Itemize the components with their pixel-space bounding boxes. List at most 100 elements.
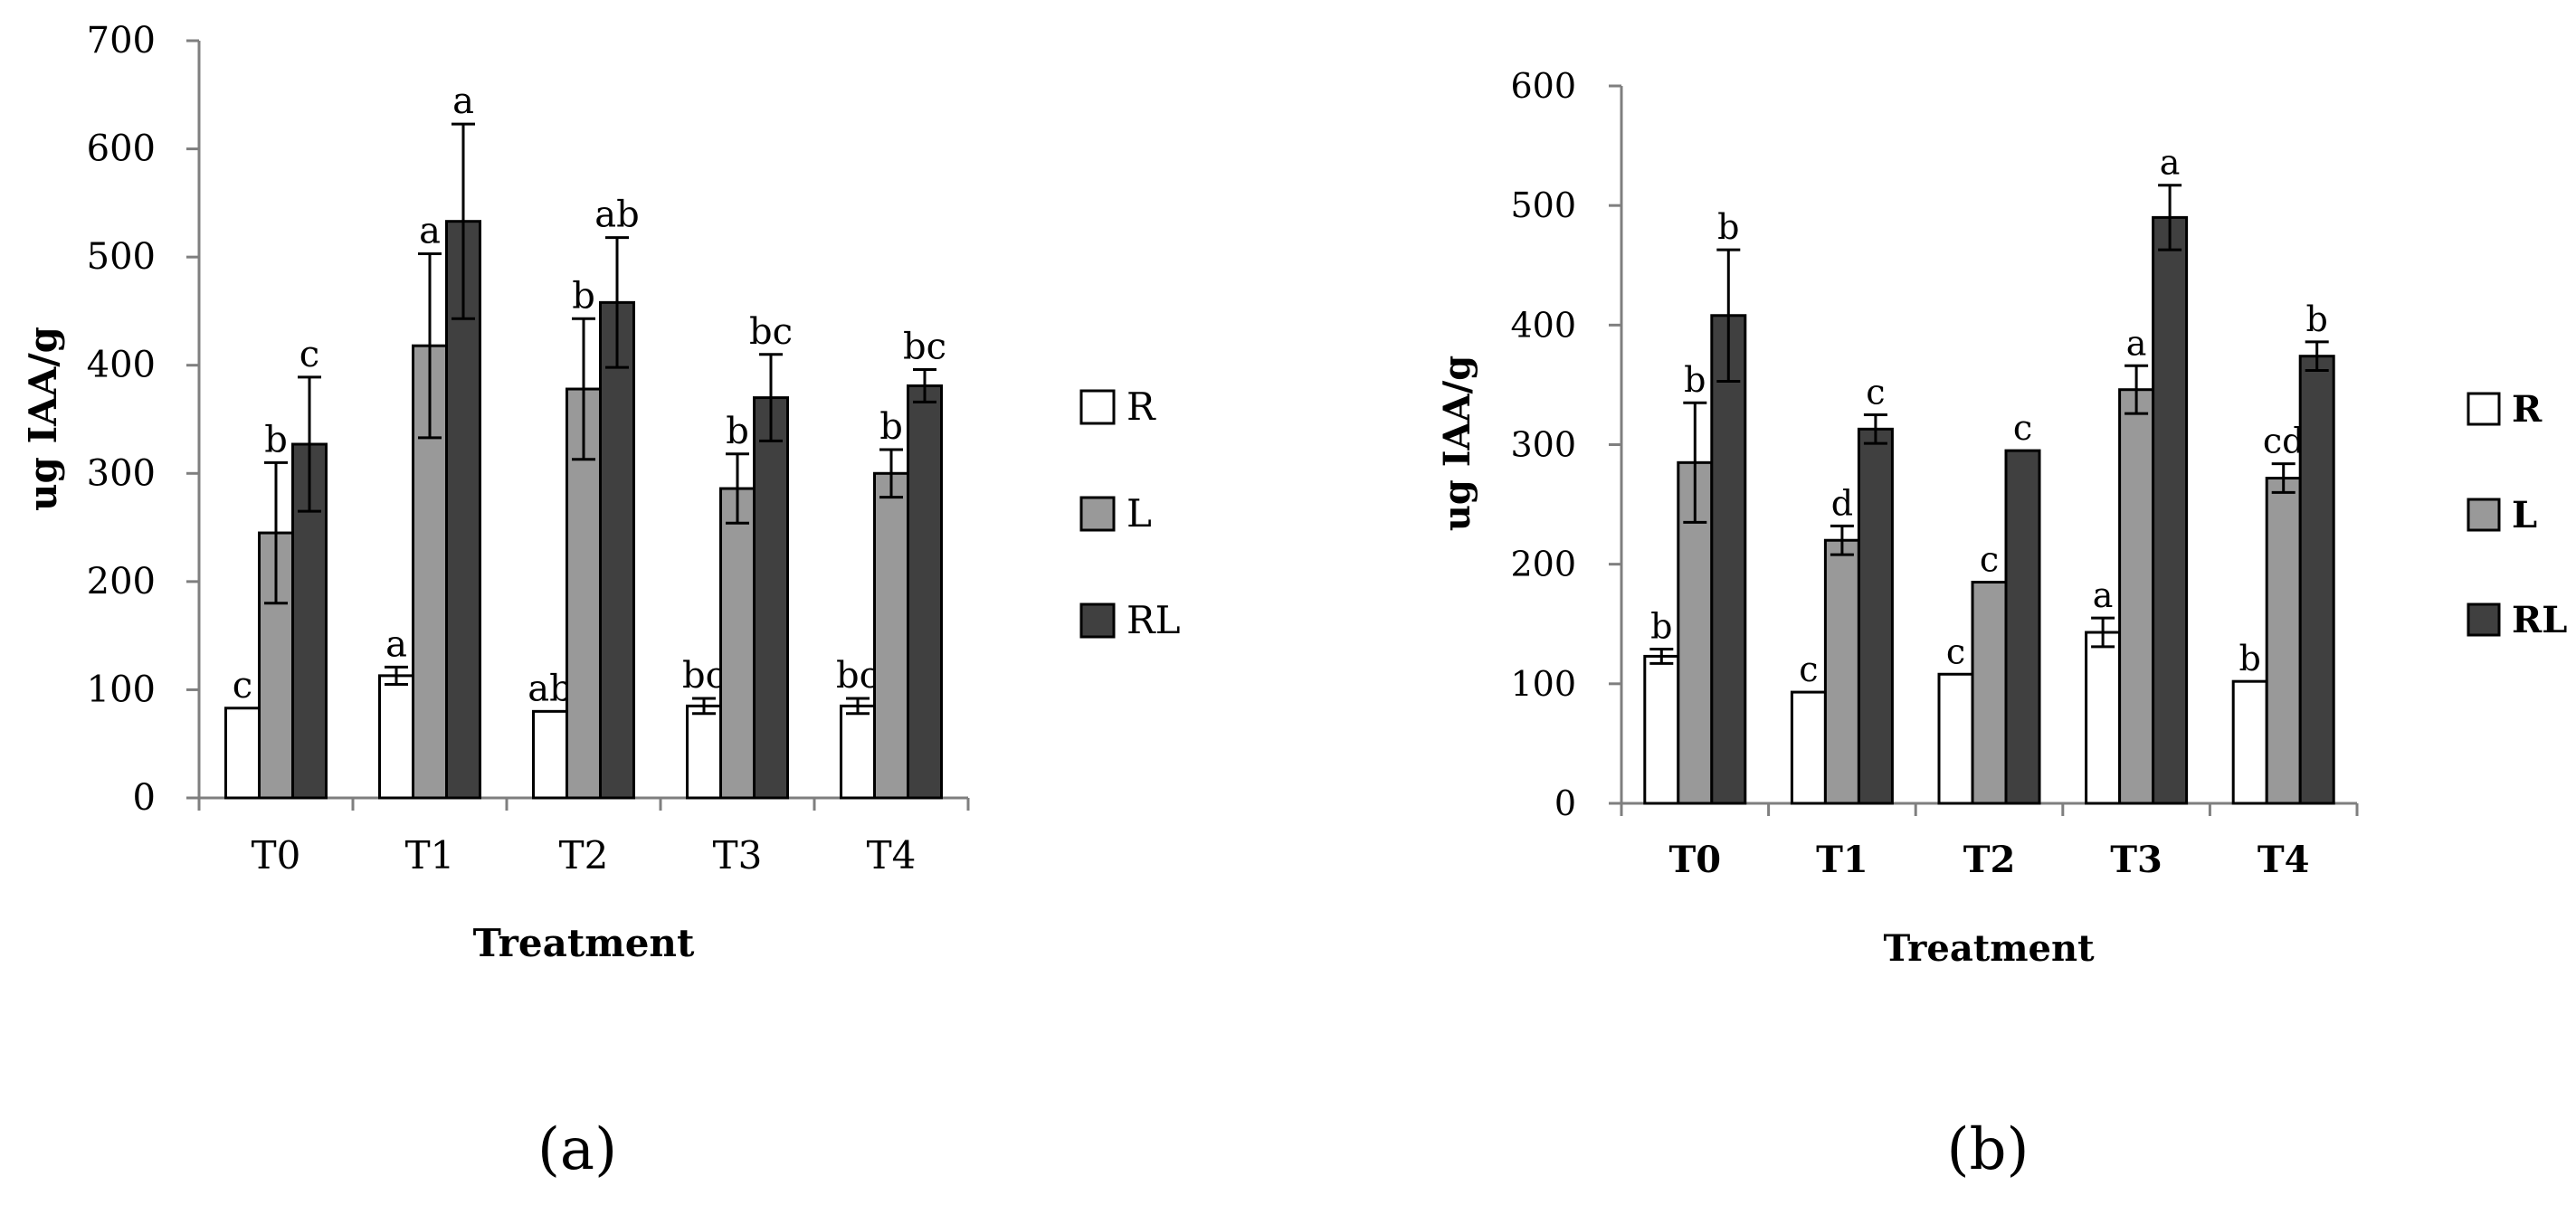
y-tick-label: 400	[87, 345, 156, 386]
bar-R-T4	[840, 704, 876, 800]
y-tick-label: 700	[87, 20, 156, 62]
significance-letter: bc	[682, 655, 726, 697]
panel-label: (a)	[537, 1116, 617, 1183]
significance-letter: cd	[2263, 422, 2305, 461]
bar-R-T2	[532, 709, 568, 800]
y-tick-label: 300	[87, 452, 156, 494]
bar-RL-T3	[753, 396, 789, 800]
bar-L-T1	[1823, 538, 1860, 805]
legend-swatch-R	[2467, 392, 2501, 426]
significance-letter: b	[1650, 607, 1672, 647]
x-tick-label-T0: T0	[1668, 839, 1721, 881]
bar-R-T2	[1937, 672, 1974, 805]
significance-letter: b	[726, 411, 749, 452]
bar-R-T1	[378, 674, 414, 800]
bar-L-T4	[2265, 477, 2302, 805]
y-tick-label: 400	[1510, 305, 1576, 345]
significance-letter: b	[2239, 639, 2261, 678]
significance-letter: ab	[528, 668, 572, 709]
significance-letter: a	[452, 81, 474, 122]
significance-letter: bc	[903, 326, 946, 367]
bar-R-T1	[1790, 690, 1827, 805]
legend-swatch-L	[1079, 496, 1116, 532]
significance-letter: a	[2160, 143, 2181, 183]
y-tick-label: 200	[87, 561, 156, 602]
significance-letter: b	[1684, 360, 1706, 400]
significance-letter: c	[299, 334, 319, 375]
significance-letter: d	[1831, 483, 1853, 523]
significance-letter: bc	[836, 655, 879, 697]
significance-letter: b	[572, 275, 595, 317]
y-tick-label: 100	[1510, 664, 1576, 704]
legend-label-RL: RL	[2512, 599, 2567, 641]
significance-letter: c	[1866, 372, 1885, 412]
y-tick-label: 0	[133, 777, 156, 819]
legend-label-L: L	[1126, 491, 1152, 536]
significance-letter: a	[2126, 323, 2147, 363]
legend-label-R: R	[1126, 384, 1156, 429]
x-tick-label-T4: T4	[867, 833, 917, 878]
bar-RL-T4	[907, 384, 943, 800]
bar-R-T3	[2085, 631, 2122, 805]
chart-panel-b: 0 100 200 300 400 500 600 T0 T1 T2 T3 T4 b c c a b b d c a cd…	[1436, 66, 2567, 1183]
bar-L-T2	[1971, 580, 2008, 805]
bar-RL-T1	[1857, 427, 1894, 805]
y-tick-label: 0	[1554, 783, 1576, 823]
legend-label-RL: RL	[1126, 598, 1181, 642]
significance-letter: c	[1799, 650, 1818, 689]
significance-letter: b	[879, 406, 903, 448]
y-tick-label: 500	[1510, 185, 1576, 225]
y-tick-label: 300	[1510, 425, 1576, 465]
significance-letter: bc	[749, 311, 793, 353]
bar-RL-T0	[1710, 314, 1747, 805]
y-axis-title: ug IAA/g	[21, 327, 65, 511]
x-tick-label-T3: T3	[2110, 839, 2163, 881]
x-tick-label-T2: T2	[1963, 839, 2016, 881]
bar-L-T3	[719, 487, 756, 800]
bar-R-T0	[224, 707, 261, 800]
y-tick-label: 200	[1510, 545, 1576, 584]
x-axis-title: Treatment	[1883, 927, 2095, 970]
y-tick-label: 100	[87, 669, 156, 710]
significance-letter: b	[2306, 299, 2328, 339]
significance-letter: a	[2093, 575, 2114, 615]
bar-R-T4	[2231, 679, 2268, 805]
legend-swatch-RL	[2467, 602, 2501, 637]
bar-L-T4	[873, 471, 909, 800]
legend-swatch-R	[1079, 389, 1116, 425]
panel-label: (b)	[1947, 1116, 2029, 1183]
x-tick-label-T0: T0	[252, 833, 301, 878]
significance-letter: ab	[594, 195, 639, 236]
bar-RL-T4	[2298, 355, 2335, 805]
y-axis-title: ug IAA/g	[1436, 356, 1478, 531]
legend-label-R: R	[2512, 388, 2543, 431]
significance-letter: c	[2013, 408, 2032, 448]
significance-letter: a	[419, 211, 441, 252]
x-tick-label-T1: T1	[405, 833, 455, 878]
significance-letter: c	[1980, 539, 1999, 579]
legend-label-L: L	[2512, 494, 2537, 536]
x-axis-title: Treatment	[473, 921, 695, 965]
bar-R-T3	[686, 704, 722, 800]
x-tick-label-T4: T4	[2258, 839, 2310, 881]
y-tick-label: 600	[1510, 66, 1576, 106]
bar-RL-T2	[599, 300, 635, 800]
bar-R-T0	[1643, 654, 1680, 805]
significance-letter: b	[264, 419, 288, 460]
significance-letter: b	[1717, 207, 1739, 247]
bar-L-T3	[2118, 388, 2155, 805]
legend-swatch-L	[2467, 498, 2501, 532]
bar-RL-T2	[2004, 449, 2041, 805]
y-tick-label: 600	[87, 128, 156, 170]
x-tick-label-T3: T3	[713, 833, 763, 878]
bar-RL-T3	[2152, 215, 2189, 805]
x-tick-label-T1: T1	[1816, 839, 1868, 881]
significance-letter: c	[233, 665, 252, 707]
x-tick-label-T2: T2	[559, 833, 609, 878]
significance-letter: a	[385, 623, 407, 665]
legend-swatch-RL	[1079, 602, 1116, 639]
y-tick-label: 500	[87, 236, 156, 278]
significance-letter: c	[1946, 631, 1965, 671]
